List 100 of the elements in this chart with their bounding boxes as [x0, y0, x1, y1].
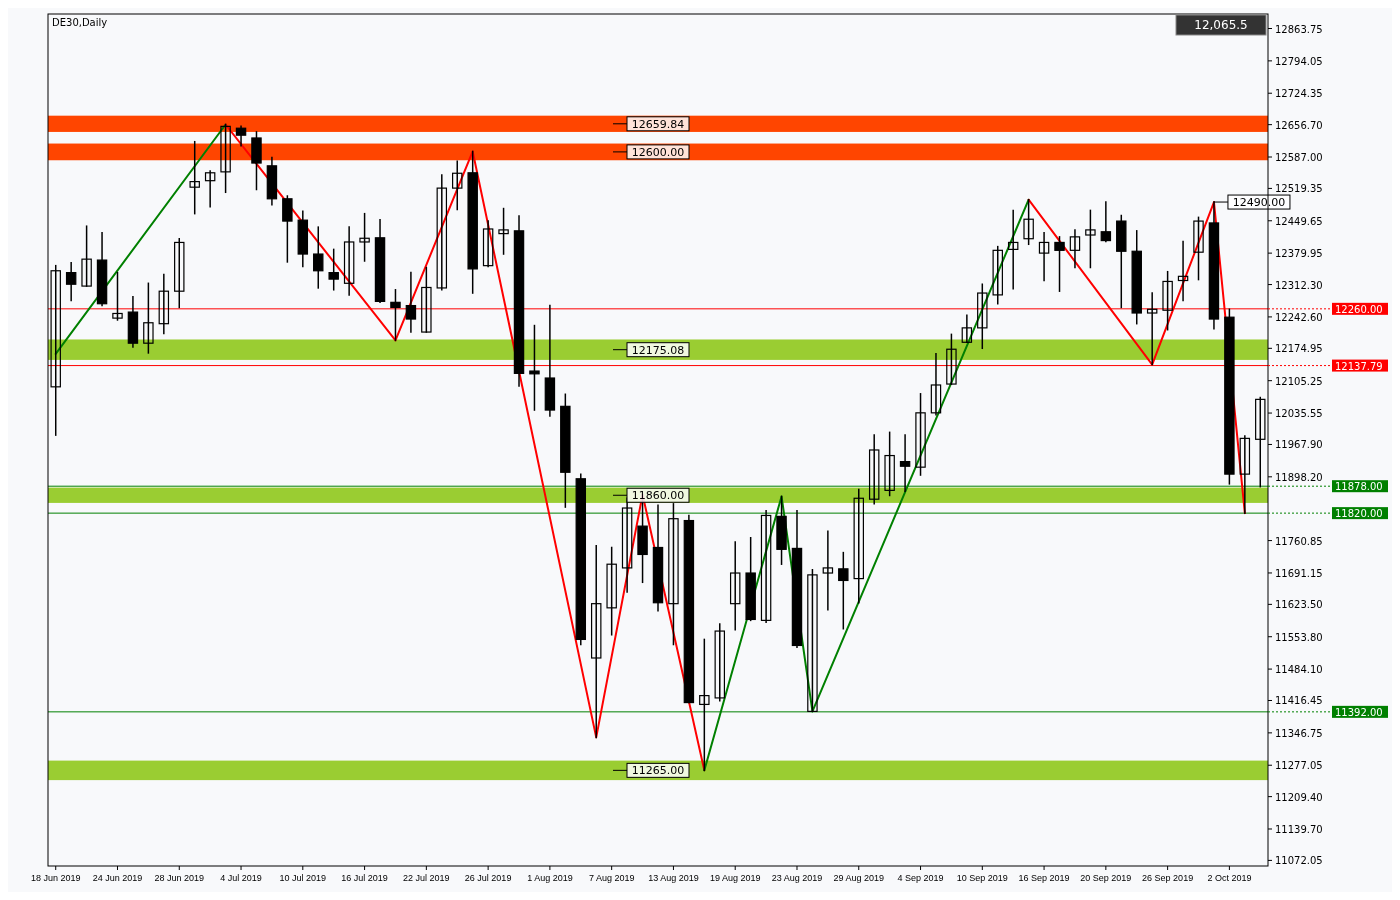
candlestick — [606, 546, 617, 636]
candlestick — [1177, 240, 1189, 302]
candlestick — [143, 282, 154, 354]
candlestick — [359, 212, 370, 262]
candlestick — [390, 289, 401, 342]
candlestick — [961, 314, 973, 344]
x-tick-label: 4 Jul 2019 — [220, 873, 262, 883]
x-tick-label: 29 Aug 2019 — [833, 873, 885, 883]
y-tick-label: 12587.00 — [1275, 152, 1323, 164]
candlestick — [436, 174, 448, 291]
candlestick — [868, 434, 880, 505]
annotation: 12,065.5 — [1194, 18, 1248, 32]
ref-line-label: 12137.79 — [1335, 360, 1383, 372]
candlestick — [714, 623, 725, 702]
y-tick-label: 12035.55 — [1275, 408, 1323, 420]
x-tick-label: 7 Aug 2019 — [588, 873, 635, 883]
candlestick — [1239, 435, 1251, 514]
candlestick — [189, 140, 200, 215]
candlestick — [235, 125, 247, 147]
candlestick — [977, 283, 988, 350]
candlestick — [853, 488, 864, 604]
y-tick-label: 11553.80 — [1275, 631, 1323, 643]
x-tick-label: 2 Oct 2019 — [1207, 873, 1252, 883]
y-tick-label: 12794.05 — [1275, 55, 1323, 67]
candlestick — [1007, 209, 1019, 290]
y-tick-label: 11760.85 — [1275, 535, 1323, 547]
candlestick — [65, 262, 77, 302]
candlestick — [452, 160, 463, 211]
y-tick-label: 12105.25 — [1275, 375, 1323, 387]
candlestick — [204, 170, 216, 208]
ref-line-label: 11820.00 — [1335, 508, 1383, 520]
candlestick — [1162, 270, 1173, 331]
candlestick — [220, 123, 231, 194]
band-label: 12600.00 — [631, 145, 685, 159]
x-tick-label: 16 Jul 2019 — [341, 873, 388, 883]
candlestick — [807, 569, 818, 713]
y-tick-label: 11967.90 — [1275, 439, 1323, 451]
candlestick — [915, 393, 926, 476]
y-tick-label: 11898.20 — [1275, 471, 1323, 483]
x-tick-label: 16 Sep 2019 — [1018, 873, 1070, 883]
candlestick — [1193, 216, 1204, 281]
x-tick-label: 13 Aug 2019 — [648, 873, 699, 883]
y-tick-label: 12174.95 — [1275, 343, 1323, 355]
band-label: 11265.00 — [631, 764, 685, 778]
candlestick — [328, 248, 339, 291]
y-tick-label: 12449.65 — [1275, 215, 1323, 227]
y-tick-label: 12519.35 — [1275, 183, 1323, 195]
band-label: 12175.08 — [631, 343, 685, 357]
y-tick-label: 12242.60 — [1275, 311, 1323, 323]
x-tick-label: 20 Sep 2019 — [1080, 873, 1132, 883]
candlestick — [1038, 231, 1050, 282]
y-tick-label: 12724.35 — [1275, 88, 1323, 100]
candlestick — [282, 195, 293, 263]
y-tick-label: 11416.45 — [1275, 695, 1323, 707]
candlestick — [930, 353, 942, 416]
candlestick — [498, 207, 509, 255]
candlestick — [482, 220, 494, 268]
band-label: 12659.84 — [631, 117, 685, 131]
candlestick — [1255, 396, 1266, 488]
y-tick-label: 11691.15 — [1275, 567, 1323, 579]
x-tick-label: 26 Sep 2019 — [1142, 873, 1194, 883]
x-tick-label: 28 Jun 2019 — [154, 873, 205, 883]
x-tick-label: 22 Jul 2019 — [403, 873, 450, 883]
y-tick-label: 11277.05 — [1275, 760, 1323, 772]
candlestick — [591, 544, 602, 739]
y-tick-label: 11072.05 — [1275, 855, 1323, 867]
candlestick — [158, 273, 170, 335]
candlestick — [1054, 236, 1065, 292]
candlestick — [405, 271, 417, 333]
candlestick — [946, 333, 957, 385]
candlestick — [343, 226, 355, 296]
candlestick — [838, 551, 849, 630]
chart-title: DE30,Daily — [52, 17, 108, 28]
y-tick-label: 12656.70 — [1275, 119, 1323, 131]
candlestick — [1100, 201, 1112, 243]
y-tick-label: 11484.10 — [1275, 664, 1323, 676]
candlestick — [1085, 209, 1096, 269]
annotation: 12490.00 — [1232, 196, 1286, 210]
candlestick — [421, 266, 432, 333]
x-tick-label: 10 Sep 2019 — [956, 873, 1008, 883]
x-tick-label: 23 Aug 2019 — [771, 873, 823, 883]
y-tick-label: 12379.95 — [1275, 248, 1323, 260]
candlestick — [1069, 229, 1081, 269]
candlestick — [760, 510, 772, 623]
band-label: 11860.00 — [631, 489, 685, 503]
candlestick — [822, 530, 834, 611]
candlestick — [313, 226, 324, 289]
candlestick — [50, 264, 61, 436]
ref-line-label: 12260.00 — [1335, 303, 1383, 315]
candlestick — [699, 638, 710, 772]
candlestick — [884, 431, 895, 497]
x-tick-label: 26 Jul 2019 — [464, 873, 512, 883]
y-tick-label: 11346.75 — [1275, 727, 1323, 739]
x-tick-label: 24 Jun 2019 — [92, 873, 143, 883]
y-tick-label: 12312.30 — [1275, 279, 1323, 291]
y-tick-label: 11209.40 — [1275, 791, 1323, 803]
x-tick-label: 19 Aug 2019 — [709, 873, 761, 883]
candlestick — [1146, 292, 1158, 366]
candlestick — [1023, 198, 1034, 246]
ref-line-label: 11878.00 — [1335, 481, 1383, 493]
